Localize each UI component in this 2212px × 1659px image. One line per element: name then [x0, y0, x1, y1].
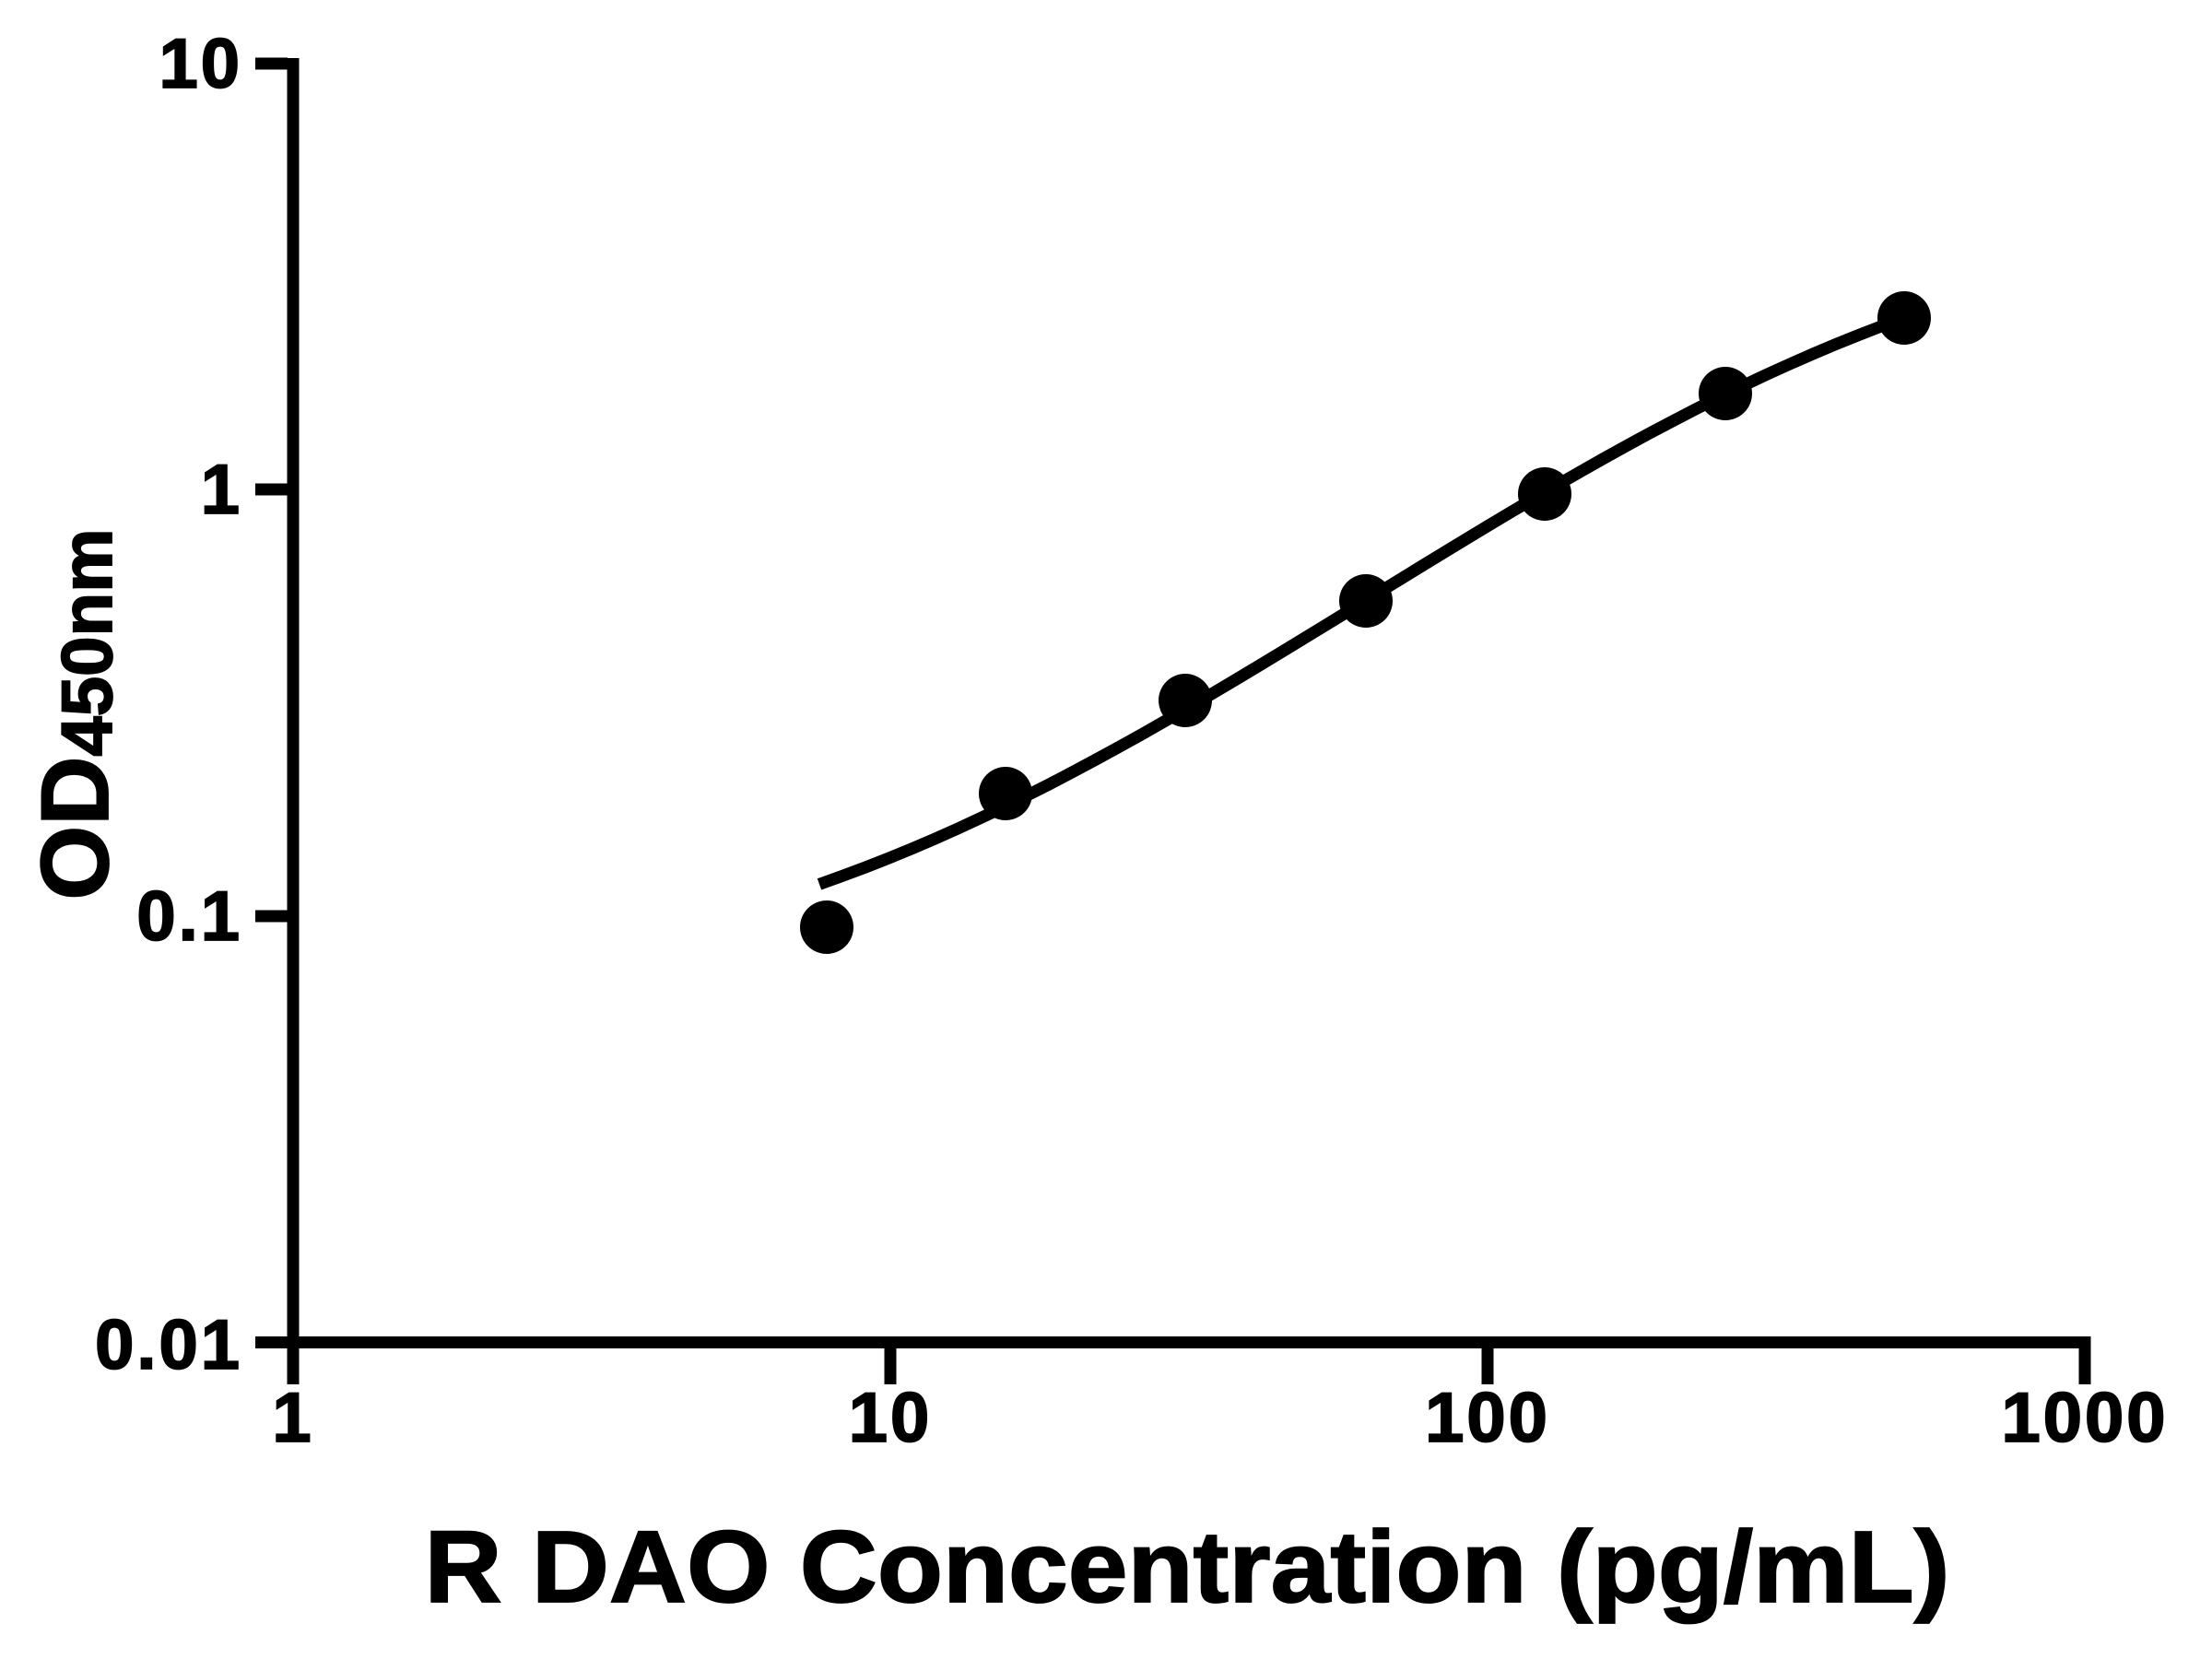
svg-text:1: 1 [272, 1379, 313, 1457]
svg-text:100: 100 [1425, 1379, 1550, 1457]
svg-text:10: 10 [849, 1379, 933, 1457]
svg-text:R DAO Concentration (pg/mL): R DAO Concentration (pg/mL) [425, 1511, 1950, 1624]
svg-text:1: 1 [201, 451, 242, 529]
svg-text:1000: 1000 [2001, 1379, 2168, 1457]
svg-text:10: 10 [159, 25, 242, 103]
svg-text:0.1: 0.1 [136, 877, 242, 956]
svg-text:0.01: 0.01 [95, 1306, 242, 1384]
